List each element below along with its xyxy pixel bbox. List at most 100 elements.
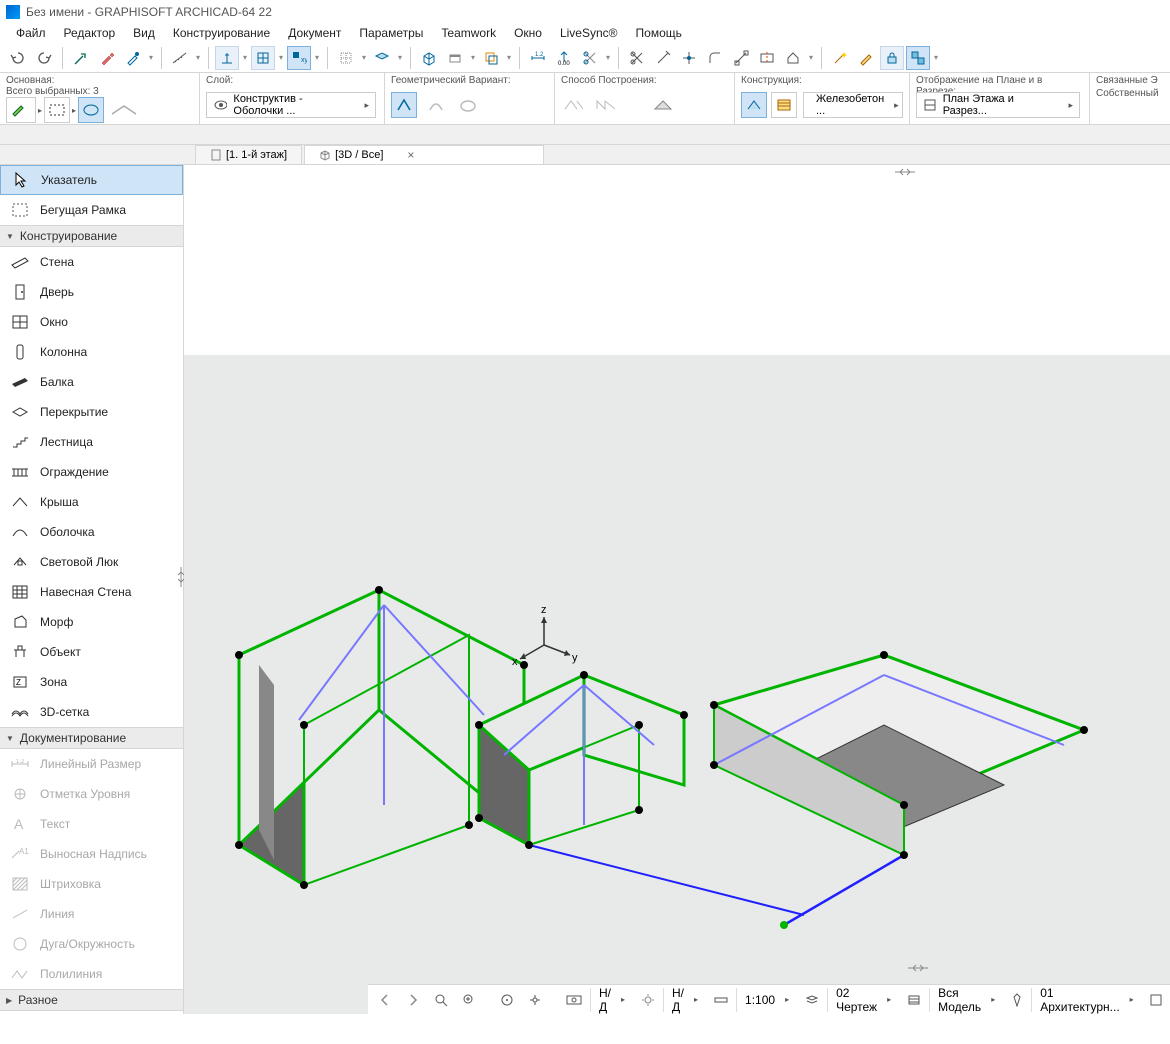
tool-line[interactable]: Линия: [0, 899, 183, 929]
zoom-fit[interactable]: [428, 988, 454, 1012]
toolbar-drop-5[interactable]: ▾: [313, 53, 321, 62]
status-arch[interactable]: 01 Архитектурн...▸: [1031, 988, 1141, 1012]
geom-opt-2[interactable]: [423, 92, 449, 118]
status-model[interactable]: Вся Модель▸: [929, 988, 1003, 1012]
display-combo[interactable]: План Этажа и Разрез... ▸: [916, 92, 1080, 118]
lock-button[interactable]: [880, 46, 904, 70]
tool-wall[interactable]: Стена: [0, 247, 183, 277]
magic-button[interactable]: [828, 46, 852, 70]
menu-view[interactable]: Вид: [125, 24, 163, 42]
camera-icon[interactable]: [560, 988, 588, 1012]
menu-teamwork[interactable]: Teamwork: [433, 24, 504, 42]
split-button[interactable]: [755, 46, 779, 70]
tool-skylight[interactable]: Световой Люк: [0, 547, 183, 577]
tool-polyline[interactable]: Полилиния: [0, 959, 183, 989]
viewport[interactable]: z y x Н/Д▸ Н/Д▸ 1:100▸ 02 Чертеж▸: [184, 165, 1170, 1014]
plane-button[interactable]: [370, 46, 394, 70]
construct-opt-2[interactable]: [593, 92, 619, 118]
tool-label[interactable]: A1Выносная Надпись: [0, 839, 183, 869]
tool-zone[interactable]: ZЗона: [0, 667, 183, 697]
eyedrop-button[interactable]: [95, 46, 119, 70]
menu-help[interactable]: Помощь: [628, 24, 690, 42]
tool-morph[interactable]: Морф: [0, 607, 183, 637]
tool-curtain[interactable]: Навесная Стена: [0, 577, 183, 607]
dim-button[interactable]: 1.2: [526, 46, 550, 70]
toolbar-drop-7[interactable]: ▾: [396, 53, 404, 62]
tool-level[interactable]: Отметка Уровня: [0, 779, 183, 809]
tool-window[interactable]: Окно: [0, 307, 183, 337]
tool-mesh[interactable]: 3D-сетка: [0, 697, 183, 727]
status-na1[interactable]: Н/Д▸: [590, 988, 633, 1012]
tool-beam[interactable]: Балка: [0, 367, 183, 397]
split-handle-h[interactable]: [890, 165, 920, 179]
edit-button[interactable]: [854, 46, 878, 70]
construct-opt-3[interactable]: [651, 92, 677, 118]
layer-combo[interactable]: Конструктив - Оболочки ... ▸: [206, 92, 376, 118]
3d-box-button[interactable]: [417, 46, 441, 70]
status-scale[interactable]: 1:100▸: [736, 988, 797, 1012]
redo-button[interactable]: [32, 46, 56, 70]
fillet-button[interactable]: [703, 46, 727, 70]
home-button[interactable]: [781, 46, 805, 70]
toolbar-drop-3[interactable]: ▾: [241, 53, 249, 62]
model-icon[interactable]: [901, 988, 927, 1012]
tool-marquee[interactable]: Бегущая Рамка: [0, 195, 183, 225]
menu-document[interactable]: Документ: [280, 24, 349, 42]
sel-mode-1[interactable]: [44, 97, 70, 123]
grid-status-icon[interactable]: [1144, 988, 1168, 1012]
menu-editor[interactable]: Редактор: [56, 24, 124, 42]
snap-perp-button[interactable]: [215, 46, 239, 70]
tool-hatch[interactable]: Штриховка: [0, 869, 183, 899]
tool-railing[interactable]: Ограждение: [0, 457, 183, 487]
ruler-button[interactable]: [168, 46, 192, 70]
pen-icon[interactable]: [1005, 988, 1029, 1012]
nav-back[interactable]: [372, 988, 398, 1012]
intersect-button[interactable]: [677, 46, 701, 70]
menu-window[interactable]: Окно: [506, 24, 550, 42]
toolbar-drop-8[interactable]: ▾: [469, 53, 477, 62]
tool-door[interactable]: Дверь: [0, 277, 183, 307]
sel-mode-2[interactable]: [78, 97, 104, 123]
tab-3d[interactable]: [3D / Все] ×: [304, 145, 544, 164]
3d-canvas[interactable]: z y x: [184, 355, 1170, 1014]
layers-icon[interactable]: [799, 988, 825, 1012]
tool-arc[interactable]: Дуга/Окружность: [0, 929, 183, 959]
scale-icon[interactable]: [708, 988, 734, 1012]
cat-misc[interactable]: ▶Разное: [0, 989, 183, 1011]
floor-button[interactable]: [443, 46, 467, 70]
cut-button[interactable]: [578, 46, 602, 70]
toolbar-drop-2[interactable]: ▾: [194, 53, 202, 62]
zoom-sel[interactable]: [456, 988, 482, 1012]
struct-opt-1[interactable]: [741, 92, 767, 118]
inject-button[interactable]: [121, 46, 145, 70]
struct-opt-2[interactable]: [771, 92, 797, 118]
geom-opt-1[interactable]: [391, 92, 417, 118]
toolbar-drop-9[interactable]: ▾: [505, 53, 513, 62]
group-button[interactable]: [906, 46, 930, 70]
adjust-button[interactable]: [651, 46, 675, 70]
tool-slab[interactable]: Перекрытие: [0, 397, 183, 427]
tool-stair[interactable]: Лестница: [0, 427, 183, 457]
tool-dimension[interactable]: 1.2Линейный Размер: [0, 749, 183, 779]
trace-button[interactable]: [479, 46, 503, 70]
tool-pointer[interactable]: Указатель: [0, 165, 183, 195]
tool-object[interactable]: Объект: [0, 637, 183, 667]
orbit-icon[interactable]: [522, 988, 548, 1012]
menu-design[interactable]: Конструирование: [165, 24, 278, 42]
tool-shell[interactable]: Оболочка: [0, 517, 183, 547]
grid-button[interactable]: [334, 46, 358, 70]
tab-floorplan[interactable]: [1. 1-й этаж]: [195, 145, 302, 164]
menu-livesync[interactable]: LiveSync®: [552, 24, 626, 42]
toolbar-drop-10[interactable]: ▾: [604, 53, 612, 62]
toolbar-drop-4[interactable]: ▾: [277, 53, 285, 62]
nav-fwd[interactable]: [400, 988, 426, 1012]
structure-combo[interactable]: Железобетон ... ▸: [803, 92, 903, 118]
toolbar-drop-1[interactable]: ▾: [147, 53, 155, 62]
snap-xy-button[interactable]: xy: [287, 46, 311, 70]
construct-opt-1[interactable]: [561, 92, 587, 118]
cat-design[interactable]: ▼Конструирование: [0, 225, 183, 247]
tab-close-icon[interactable]: ×: [407, 148, 414, 162]
elev-button[interactable]: 0.00: [552, 46, 576, 70]
toolbar-drop-11[interactable]: ▾: [807, 53, 815, 62]
tool-roof[interactable]: Крыша: [0, 487, 183, 517]
